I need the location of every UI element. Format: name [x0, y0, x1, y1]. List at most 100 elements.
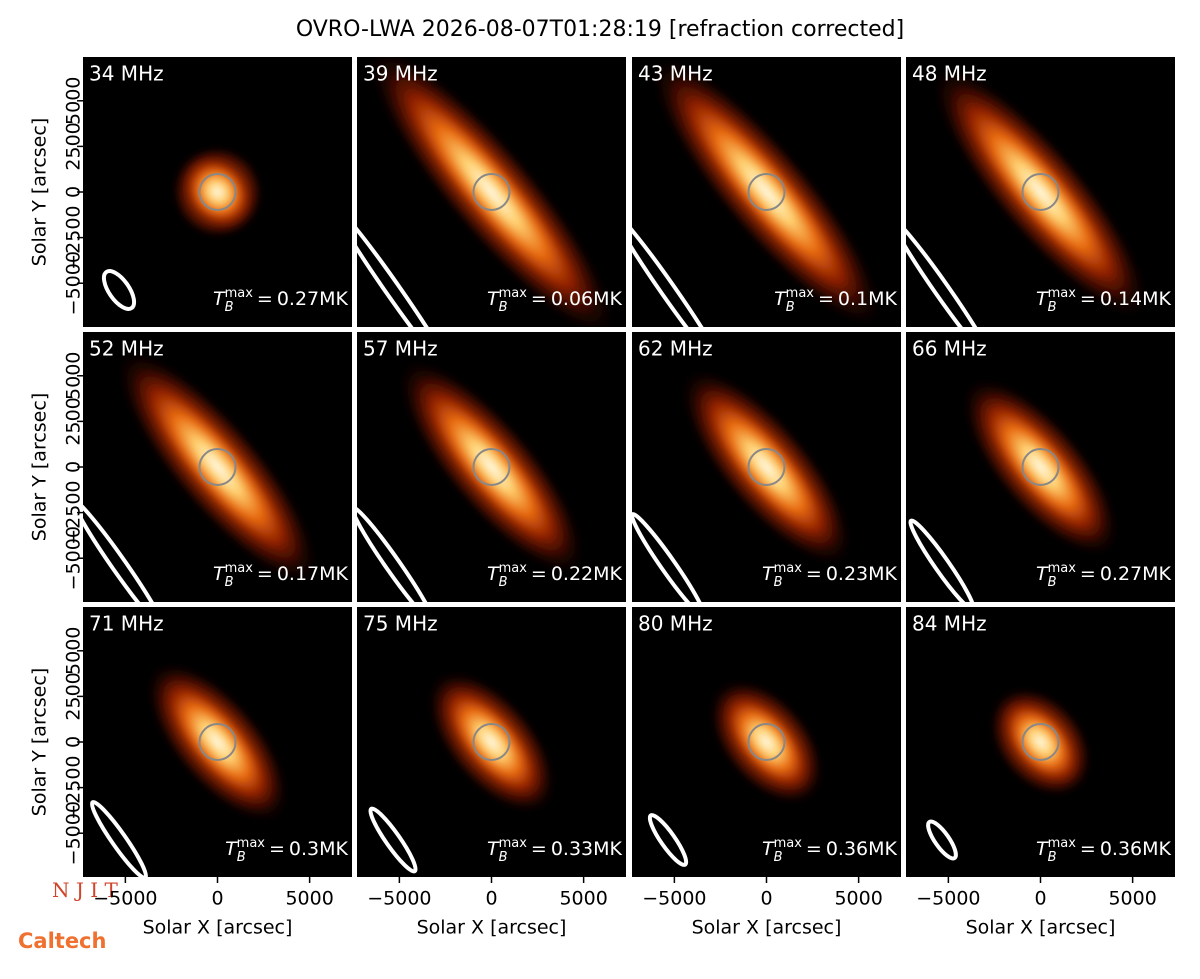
x-tick-label: 5000: [1108, 888, 1156, 910]
solar-disk: [1021, 173, 1060, 211]
tb-value: 0.06MK: [551, 288, 623, 310]
tb-sup: max: [499, 561, 528, 576]
beam: [368, 806, 418, 874]
panel: [632, 607, 901, 877]
frequency-label: 75 MHz: [363, 612, 438, 636]
y-tick-label: −5000: [63, 251, 85, 315]
y-tick-label: −2500: [63, 480, 85, 544]
y-tick-label: −2500: [63, 205, 85, 269]
frequency-label: 52 MHz: [89, 337, 164, 361]
panel: [83, 332, 352, 602]
x-axis-label: Solar X [arcsec]: [417, 917, 567, 939]
solar-disk: [198, 448, 237, 486]
solar-disk: [1021, 448, 1060, 486]
x-tick-label: −5000: [367, 888, 431, 910]
frequency-label: 80 MHz: [638, 612, 713, 636]
x-axis-label: Solar X [arcsec]: [692, 917, 842, 939]
tb-value: 0.36MK: [1100, 838, 1172, 860]
y-tick-label: 0: [63, 186, 85, 198]
frequency-label: 62 MHz: [638, 337, 713, 361]
tb-sub: B: [499, 575, 508, 590]
solar-disk: [472, 448, 511, 486]
tb-max-label: TBmax = 0.17MK: [213, 561, 348, 590]
tb-max-label: TBmax = 0.27MK: [213, 286, 348, 315]
tb-sub: B: [774, 575, 783, 590]
tb-symbol: T: [762, 563, 775, 585]
tb-sup: max: [225, 286, 254, 301]
tb-max-label: TBmax = 0.06MK: [487, 286, 622, 315]
solar-disk: [747, 723, 786, 761]
solar-disk: [198, 723, 237, 761]
tb-max-label: TBmax = 0.3MK: [225, 836, 348, 865]
tb-sup: max: [237, 836, 266, 851]
tb-symbol: T: [762, 838, 775, 860]
emission: [972, 388, 1109, 546]
tb-eq: =: [531, 838, 547, 860]
beam: [632, 512, 707, 602]
beam: [926, 819, 958, 861]
panel: [357, 607, 626, 877]
emission: [410, 372, 573, 562]
emission: [178, 152, 257, 232]
x-tick-label: 0: [760, 888, 772, 910]
tb-value: 0.27MK: [1100, 563, 1172, 585]
tb-value: 0.3MK: [289, 838, 349, 860]
tb-sup: max: [786, 286, 815, 301]
x-tick-label: 5000: [834, 888, 882, 910]
x-tick-label: −5000: [916, 888, 980, 910]
x-tick-label: 0: [211, 888, 223, 910]
tb-max-label: TBmax = 0.36MK: [1036, 836, 1171, 865]
tb-sup: max: [774, 561, 803, 576]
tb-sub: B: [1048, 850, 1057, 865]
tb-sup: max: [1048, 286, 1077, 301]
emission: [382, 64, 601, 320]
panel: [83, 607, 352, 877]
solar-disk: [472, 173, 511, 211]
tb-symbol: T: [213, 563, 226, 585]
x-tick-label: 0: [485, 888, 497, 910]
tb-sup: max: [499, 836, 528, 851]
y-tick-label: 2500: [63, 672, 85, 720]
beam: [632, 210, 725, 327]
beam: [101, 269, 137, 311]
beam: [83, 498, 167, 602]
y-tick-label: 2500: [63, 397, 85, 445]
emission: [664, 72, 869, 312]
tb-sub: B: [786, 300, 795, 315]
tb-symbol: T: [225, 838, 238, 860]
tb-eq: =: [806, 563, 822, 585]
logo-njit: N J I T: [52, 878, 118, 902]
x-axis-label: Solar X [arcsec]: [143, 917, 293, 939]
panel: [906, 57, 1175, 327]
emission: [691, 380, 842, 554]
panel: [906, 607, 1175, 877]
tb-value: 0.36MK: [826, 838, 898, 860]
beam: [906, 217, 994, 327]
tb-eq: =: [257, 288, 273, 310]
tb-sub: B: [774, 850, 783, 865]
tb-value: 0.33MK: [551, 838, 623, 860]
y-axis-label: Solar Y [arcsec]: [29, 118, 51, 266]
tb-max-label: TBmax = 0.27MK: [1036, 561, 1171, 590]
logo-caltech: Caltech: [18, 929, 106, 953]
y-tick-label: 2500: [63, 122, 85, 170]
panel: [357, 332, 626, 602]
tb-eq: =: [531, 288, 547, 310]
tb-sub: B: [225, 575, 234, 590]
tb-max-label: TBmax = 0.23MK: [762, 561, 897, 590]
emission: [155, 671, 280, 813]
beam: [357, 505, 436, 602]
y-tick-label: −5000: [63, 526, 85, 590]
tb-eq: =: [806, 838, 822, 860]
tb-symbol: T: [774, 288, 787, 310]
y-tick-label: 5000: [63, 352, 85, 400]
tb-eq: =: [531, 563, 547, 585]
emission: [996, 694, 1085, 790]
tb-value: 0.1MK: [838, 288, 898, 310]
y-tick-label: 0: [63, 461, 85, 473]
tb-sub: B: [225, 300, 234, 315]
tb-value: 0.17MK: [277, 563, 349, 585]
panel: [632, 57, 901, 327]
x-tick-label: 0: [1034, 888, 1046, 910]
